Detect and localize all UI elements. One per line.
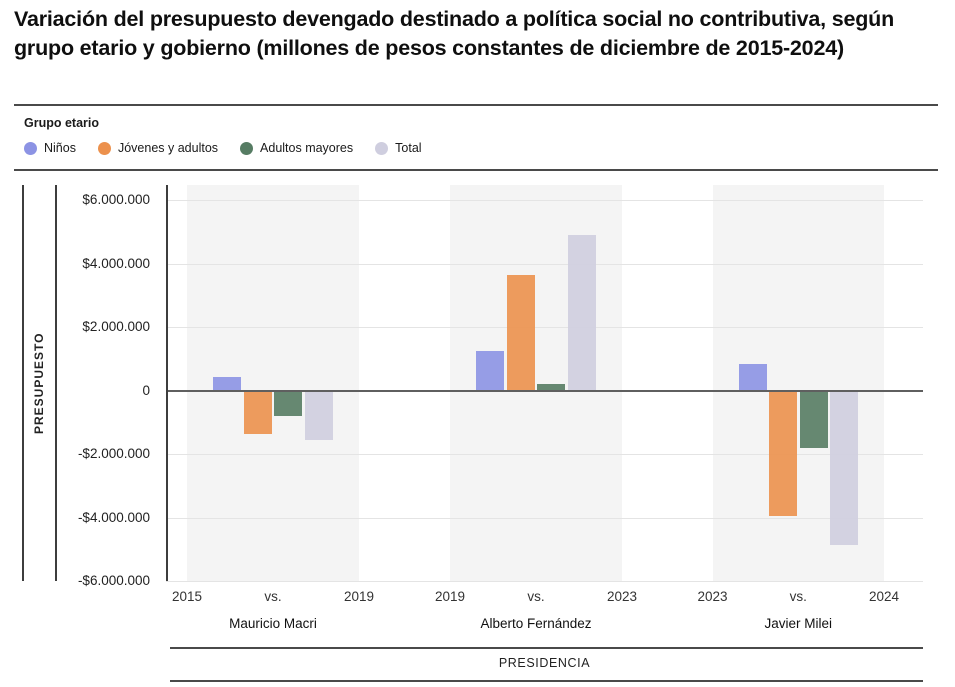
y-tick-label: $6.000.000 bbox=[82, 192, 150, 207]
legend-item: Niños bbox=[24, 141, 76, 155]
gridline bbox=[166, 327, 923, 328]
legend-dot-icon bbox=[24, 141, 37, 155]
bar bbox=[537, 384, 566, 391]
bar bbox=[830, 391, 858, 545]
bar bbox=[769, 391, 797, 516]
x-tick-label: 2024 bbox=[868, 589, 900, 604]
zero-line bbox=[166, 390, 923, 392]
legend-item-label: Total bbox=[395, 141, 422, 155]
gridline bbox=[166, 581, 923, 582]
legend-divider bbox=[14, 169, 938, 171]
legend-item-label: Adultos mayores bbox=[260, 141, 354, 155]
bar bbox=[476, 351, 505, 391]
bar bbox=[274, 391, 303, 416]
bar bbox=[738, 364, 767, 391]
y-axis-outer-line bbox=[22, 185, 24, 581]
y-tick-label: $2.000.000 bbox=[82, 319, 150, 334]
bar bbox=[213, 377, 242, 391]
bar bbox=[799, 391, 828, 448]
president-label: Mauricio Macri bbox=[229, 616, 317, 631]
y-tick-label: $4.000.000 bbox=[82, 256, 150, 271]
y-axis-inner-line bbox=[55, 185, 57, 581]
legend-dot-icon bbox=[375, 141, 389, 155]
legend-title: Grupo etario bbox=[24, 116, 100, 130]
legend-item: Jóvenes y adultos bbox=[97, 141, 219, 155]
president-label: Alberto Fernández bbox=[480, 616, 592, 631]
x-tick-label: 2023 bbox=[697, 589, 728, 604]
x-tick-label: 2023 bbox=[606, 589, 638, 604]
bar bbox=[506, 275, 535, 391]
y-tick-label: 0 bbox=[142, 383, 150, 398]
y-axis-title: PRESUPUESTO bbox=[32, 332, 46, 434]
x-axis-divider-top bbox=[170, 647, 923, 649]
legend-dot-icon bbox=[240, 141, 254, 155]
gridline bbox=[166, 518, 923, 519]
x-tick-label: vs. bbox=[789, 589, 807, 604]
x-axis-divider-bottom bbox=[170, 680, 923, 682]
x-axis-title: PRESIDENCIA bbox=[498, 656, 591, 670]
legend-dot-icon bbox=[97, 141, 111, 155]
chart-title: Variación del presupuesto devengado dest… bbox=[14, 7, 895, 60]
y-tick-label: -$4.000.000 bbox=[77, 510, 150, 525]
x-tick-label: 2019 bbox=[343, 589, 375, 604]
x-tick-label: vs. bbox=[264, 589, 282, 604]
title-divider bbox=[14, 104, 938, 106]
bar bbox=[304, 391, 333, 440]
y-tick-label: -$6.000.000 bbox=[77, 573, 150, 588]
president-label: Javier Milei bbox=[764, 616, 833, 631]
legend-item-label: Niños bbox=[44, 141, 76, 155]
x-tick-label: 2019 bbox=[434, 589, 466, 604]
x-tick-label: 2015 bbox=[171, 589, 203, 604]
gridline bbox=[166, 200, 923, 201]
legend-item: Total bbox=[375, 141, 422, 155]
x-tick-label: vs. bbox=[527, 589, 545, 604]
legend: Niños Jóvenes y adultos Adultos mayores Tot… bbox=[24, 141, 422, 155]
bar bbox=[243, 391, 272, 434]
legend-item-label: Jóvenes y adultos bbox=[117, 141, 219, 155]
gridline bbox=[166, 264, 923, 265]
y-tick-label: -$2.000.000 bbox=[77, 446, 150, 461]
gridline bbox=[166, 454, 923, 455]
legend-item: Adultos mayores bbox=[240, 141, 353, 155]
bar bbox=[567, 235, 596, 391]
plot-left-spine bbox=[166, 185, 168, 581]
